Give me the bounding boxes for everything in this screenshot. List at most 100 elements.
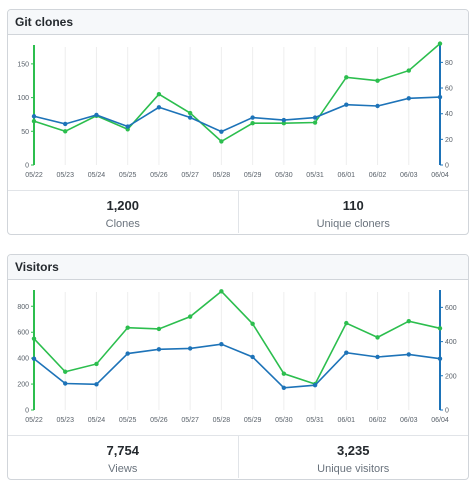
visitors-series-green-point[interactable] [281, 371, 287, 376]
visitors-series-blue-point[interactable] [94, 382, 99, 387]
clones-right-tick-label: 20 [445, 137, 453, 144]
visitors-series-blue-point[interactable] [344, 350, 349, 355]
visitors-right-tick-label: 200 [445, 373, 457, 380]
clones-left-tick-label: 50 [21, 129, 29, 136]
clones-series-blue-point[interactable] [437, 94, 443, 100]
clones-x-tick-label: 05/26 [150, 172, 168, 179]
visitors-series-blue-point[interactable] [406, 352, 411, 357]
clones-series-blue-point[interactable] [312, 115, 318, 120]
views-count: 7,754 [106, 443, 140, 458]
clones-x-tick-label: 06/03 [400, 172, 418, 179]
clones-series-green-point[interactable] [31, 118, 37, 124]
visitors-title: Visitors [8, 255, 468, 280]
visitors-series-blue-point[interactable] [31, 356, 37, 361]
visitors-series-green-point[interactable] [437, 326, 443, 331]
visitors-left-tick-label: 600 [17, 330, 29, 337]
visitors-x-tick-label: 05/30 [275, 417, 293, 424]
clones-series-green-point[interactable] [312, 120, 318, 125]
clones-series-green-point[interactable] [250, 120, 255, 126]
clones-series-green-point[interactable] [219, 139, 224, 144]
visitors-series-green-point[interactable] [375, 335, 380, 340]
visitors-x-tick-label: 05/24 [88, 417, 106, 424]
visitors-series-green-point[interactable] [406, 318, 411, 324]
clones-x-tick-label: 05/27 [181, 172, 199, 179]
visitors-x-tick-label: 05/28 [213, 417, 231, 424]
visitors-series-blue-point[interactable] [250, 354, 255, 360]
visitors-series-blue-point[interactable] [156, 347, 162, 352]
visitors-right-tick-label: 600 [445, 305, 457, 312]
git-clones-title: Git clones [8, 10, 468, 35]
clones-x-tick-label: 05/28 [213, 172, 231, 179]
visitors-x-tick-label: 05/23 [56, 417, 74, 424]
clones-x-tick-label: 05/22 [25, 172, 43, 179]
visitors-x-tick-label: 06/01 [338, 417, 356, 424]
visitors-left-tick-label: 200 [17, 382, 29, 389]
visitors-chart: 0 200 400 600 800 0 200 400 600 05/22 05/23 05/24 05… [8, 280, 468, 430]
visitors-series-blue-point[interactable] [437, 356, 443, 361]
clones-label: Clones [105, 218, 140, 230]
visitors-series-blue-line [33, 343, 441, 389]
visitors-panel: Visitors 0 200 400 600 800 0 200 400 600 05/22 05/… [7, 254, 469, 480]
clones-series-blue-point[interactable] [94, 112, 99, 118]
visitors-chart-svg: 0 200 400 600 800 0 200 400 600 05/22 05/23 05/24 05… [17, 289, 457, 424]
visitors-series-blue-point[interactable] [219, 341, 224, 347]
visitors-x-tick-label: 06/02 [369, 417, 387, 424]
visitors-series-green-point[interactable] [31, 336, 37, 341]
clones-series-green-point[interactable] [437, 41, 443, 46]
visitors-series-blue-point[interactable] [125, 351, 130, 356]
clones-series-green-point[interactable] [156, 92, 162, 97]
visitors-series-green-point[interactable] [250, 321, 255, 326]
visitors-x-tick-label: 05/29 [244, 417, 262, 424]
clones-series-blue-point[interactable] [187, 115, 193, 120]
clones-series-green-point[interactable] [375, 78, 380, 83]
clones-series-blue-line [33, 96, 441, 133]
visitors-x-tick-label: 05/25 [119, 417, 137, 424]
clones-series-blue-point[interactable] [250, 115, 255, 120]
visitors-series-green-point[interactable] [156, 326, 162, 332]
git-clones-stats: 1,200 Clones 110 Unique cloners [8, 190, 468, 233]
visitors-x-tick-label: 06/03 [400, 417, 418, 424]
visitors-right-tick-label: 400 [445, 339, 457, 346]
visitors-series-green-point[interactable] [94, 361, 99, 367]
clones-series-blue-point[interactable] [156, 105, 162, 110]
clones-x-tick-label: 06/02 [369, 172, 387, 179]
visitors-series-green-point[interactable] [344, 320, 349, 326]
visitors-x-tick-label: 05/22 [25, 417, 43, 424]
visitors-series-green-point[interactable] [219, 289, 224, 294]
clones-series-blue-point[interactable] [344, 102, 349, 107]
clones-series-blue-point[interactable] [281, 117, 287, 123]
clones-left-tick-label: 0 [25, 163, 29, 170]
clones-series-blue-point[interactable] [31, 114, 37, 119]
visitors-series-green-line [33, 290, 441, 386]
visitors-series-blue-point[interactable] [187, 346, 193, 351]
clones-series-blue-point[interactable] [406, 96, 411, 101]
visitors-series-green-point[interactable] [125, 325, 130, 330]
visitors-series-blue-point[interactable] [281, 385, 287, 390]
clones-right-tick-label: 0 [445, 163, 449, 170]
visitors-left-tick-label: 400 [17, 356, 29, 363]
clones-series-blue-point[interactable] [219, 129, 224, 134]
clones-left-tick-label: 150 [17, 61, 29, 68]
unique-visitors-count: 3,235 [336, 443, 370, 458]
clones-series-green-point[interactable] [406, 68, 411, 73]
git-clones-panel: Git clones 0 50 100 150 0 20 40 60 80 05/22 05/23 0… [7, 9, 469, 235]
clones-series-blue-point[interactable] [63, 121, 68, 127]
clones-right-tick-label: 80 [445, 60, 453, 67]
clones-series-blue-point[interactable] [125, 124, 130, 129]
clones-series-blue-point[interactable] [375, 103, 380, 109]
visitors-series-blue-point[interactable] [312, 383, 318, 388]
clones-series-green-point[interactable] [187, 110, 193, 116]
clones-series-green-point[interactable] [281, 120, 287, 126]
visitors-right-tick-label: 0 [445, 408, 449, 415]
git-clones-chart-svg: 0 50 100 150 0 20 40 60 80 05/22 05/23 05/24 05/25 05… [17, 41, 453, 179]
visitors-series-green-point[interactable] [187, 314, 193, 319]
unique-cloners-count: 110 [342, 198, 364, 213]
clones-series-green-point[interactable] [63, 129, 68, 134]
clones-series-green-point[interactable] [344, 75, 349, 80]
visitors-series-blue-point[interactable] [63, 381, 68, 386]
visitors-series-blue-point[interactable] [375, 354, 380, 360]
visitors-series-green-point[interactable] [63, 369, 68, 374]
visitors-x-tick-label: 06/04 [431, 417, 449, 424]
visitors-left-tick-label: 0 [25, 408, 29, 415]
clones-right-tick-label: 60 [445, 86, 453, 93]
